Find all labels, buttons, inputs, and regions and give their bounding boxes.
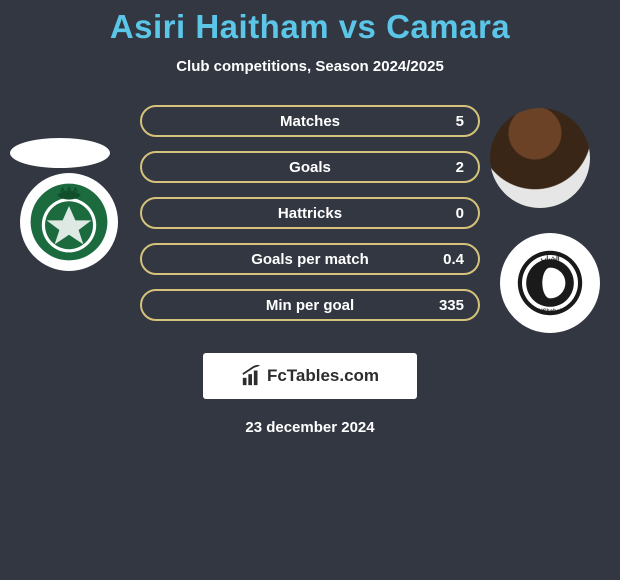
player-avatar-right — [490, 108, 590, 208]
stat-value: 0 — [456, 205, 464, 222]
stat-label: Matches — [280, 113, 340, 130]
club-badge-right: الشباب AlShabab — [500, 233, 600, 333]
brand-badge: FcTables.com — [203, 353, 417, 399]
brand-text: FcTables.com — [267, 366, 379, 386]
stat-value: 0.4 — [443, 251, 464, 268]
stats-list: Matches 5 Goals 2 Hattricks 0 Goals per … — [140, 105, 480, 335]
club-crest-right-icon: الشباب AlShabab — [515, 248, 585, 318]
comparison-arena: الشباب AlShabab Matches 5 Goals 2 Hattri… — [0, 113, 620, 343]
date-text: 23 december 2024 — [0, 419, 620, 436]
stat-value: 335 — [439, 297, 464, 314]
player-avatar-left — [10, 138, 110, 168]
stat-row: Min per goal 335 — [140, 289, 480, 321]
club-crest-left-icon — [29, 182, 109, 262]
stat-value: 2 — [456, 159, 464, 176]
svg-text:الشباب: الشباب — [540, 256, 559, 263]
stat-row: Goals per match 0.4 — [140, 243, 480, 275]
svg-text:AlShabab: AlShabab — [537, 308, 563, 314]
stat-value: 5 — [456, 113, 464, 130]
club-badge-left — [20, 173, 118, 271]
chart-icon — [241, 365, 263, 387]
stat-row: Matches 5 — [140, 105, 480, 137]
stat-label: Goals — [289, 159, 331, 176]
stat-label: Min per goal — [266, 297, 354, 314]
stat-row: Hattricks 0 — [140, 197, 480, 229]
subtitle: Club competitions, Season 2024/2025 — [0, 58, 620, 75]
stat-row: Goals 2 — [140, 151, 480, 183]
stat-label: Hattricks — [278, 205, 342, 222]
stat-label: Goals per match — [251, 251, 369, 268]
page-title: Asiri Haitham vs Camara — [0, 0, 620, 46]
